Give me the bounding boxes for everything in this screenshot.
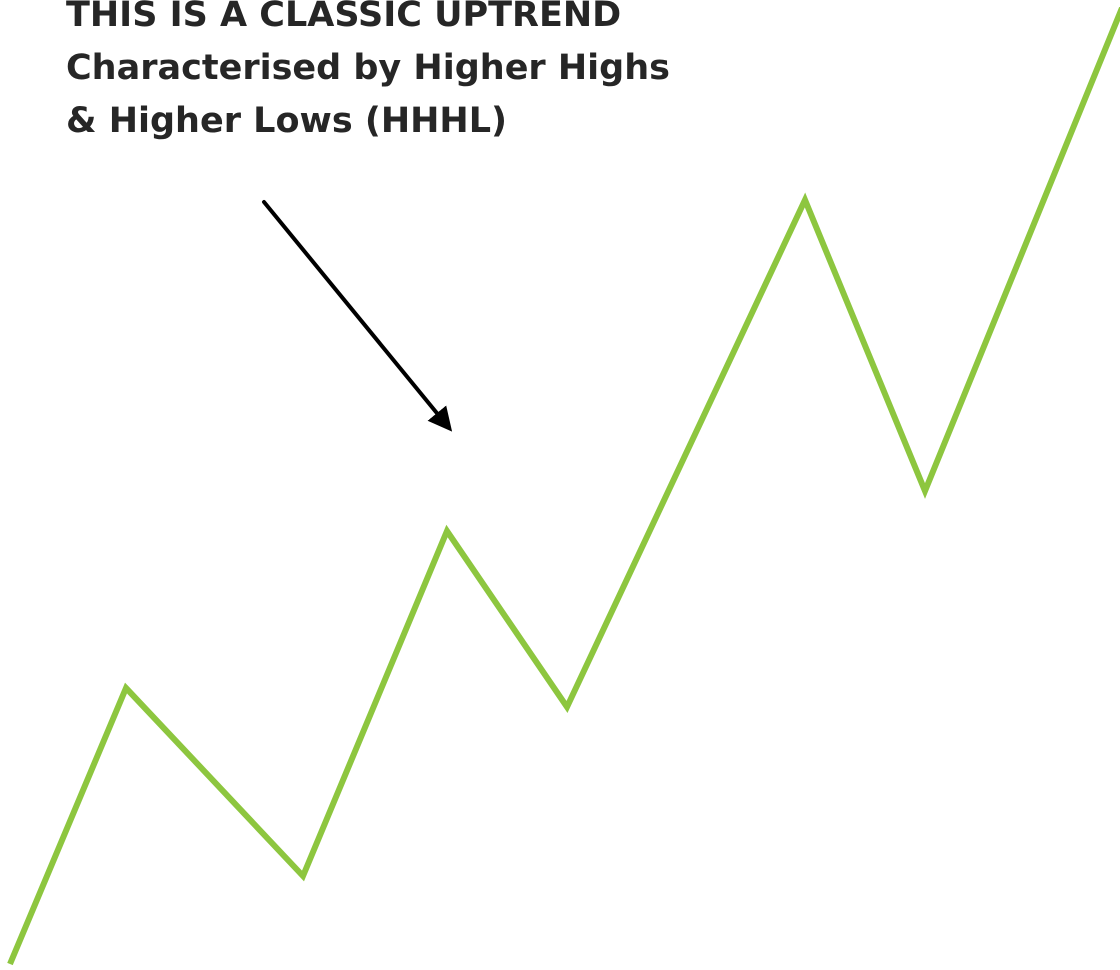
uptrend-caption: THIS IS A CLASSIC UPTREND Characterised …	[66, 0, 670, 148]
caption-line-2: Characterised by Higher Highs	[66, 48, 670, 88]
pointer-arrow	[262, 200, 453, 432]
caption-line-3: & Higher Lows (HHHL)	[66, 101, 508, 141]
caption-line-1: THIS IS A CLASSIC UPTREND	[66, 0, 622, 35]
uptrend-zigzag-line	[7, 6, 1120, 966]
